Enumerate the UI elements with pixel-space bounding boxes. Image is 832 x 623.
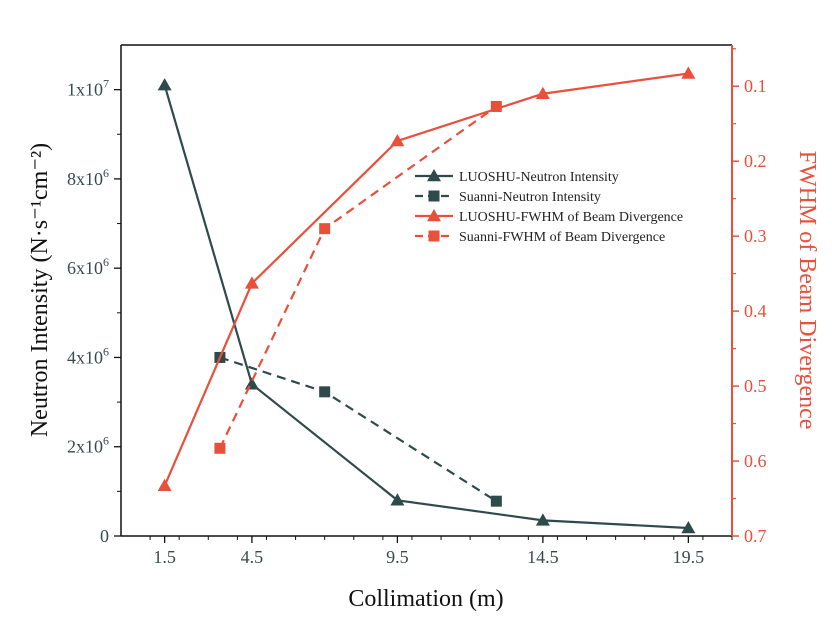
legend-label: LUOSHU-Neutron Intensity [459, 170, 619, 185]
data-point [681, 66, 696, 79]
legend-marker [427, 169, 441, 182]
legend-marker [428, 230, 440, 242]
x-tick-label: 19.5 [673, 547, 705, 567]
series-2 [214, 351, 502, 507]
left-tick-base: 0 [100, 526, 109, 546]
left-tick-base: 2x10 [67, 437, 103, 457]
legend-marker [427, 209, 441, 222]
legend-item: LUOSHU-Neutron Intensity [415, 169, 619, 185]
right-axis-ticks: 0.1 0.2 0.3 0.4 0.5 0.6 0.7 [732, 48, 767, 546]
series-line [218, 105, 497, 449]
x-tick-label: 1.5 [153, 547, 176, 567]
data-point [535, 86, 550, 99]
right-tick-label: 0.3 [744, 226, 767, 246]
data-point [390, 493, 405, 506]
data-point [535, 513, 550, 526]
right-tick-label: 0.6 [744, 451, 767, 471]
legend-marker [428, 190, 440, 202]
x-axis-title: Collimation (m) [348, 586, 503, 612]
data-point [319, 386, 331, 398]
legend-label: Suanni-Neutron Intensity [459, 190, 601, 205]
left-tick-exponent: 6 [103, 255, 109, 269]
data-point [390, 133, 405, 147]
left-tick-label: 0 [100, 526, 109, 546]
series-1 [157, 78, 696, 534]
data-point [490, 495, 502, 507]
legend-item: Suanni-Neutron Intensity [415, 190, 601, 205]
left-tick-base: 4x10 [67, 347, 103, 367]
plot-frame [120, 44, 733, 537]
x-tick-label: 14.5 [527, 547, 559, 567]
series-3 [157, 66, 696, 492]
data-point [319, 223, 331, 235]
right-axis-title: FWHM of Beam Divergence [794, 151, 820, 430]
left-tick-label: 1x107 [67, 77, 109, 100]
right-tick-label: 0.1 [744, 76, 767, 96]
left-tick-exponent: 6 [103, 166, 109, 180]
left-tick-label: 6x106 [67, 255, 109, 278]
right-tick-label: 0.7 [744, 526, 767, 546]
data-point [157, 78, 172, 91]
left-axis-title: Neutron Intensity (N·s⁻¹cm⁻²) [27, 143, 53, 437]
series-line [219, 356, 497, 503]
legend-item: Suanni-FWHM of Beam Divergence [415, 230, 665, 245]
data-point [214, 442, 226, 454]
series-4 [214, 100, 502, 454]
left-tick-label: 8x106 [67, 166, 109, 189]
series-layer [157, 66, 696, 534]
data-point [157, 478, 172, 492]
legend-label: LUOSHU-FWHM of Beam Divergence [459, 210, 683, 225]
data-point [244, 276, 259, 289]
legend-label: Suanni-FWHM of Beam Divergence [459, 230, 665, 245]
left-tick-base: 1x10 [67, 80, 103, 100]
x-tick-label: 9.5 [386, 547, 409, 567]
left-tick-exponent: 6 [103, 344, 109, 358]
left-tick-base: 6x10 [67, 258, 103, 278]
x-tick-label: 4.5 [241, 547, 264, 567]
data-point [490, 100, 502, 112]
series-line [163, 72, 689, 487]
right-tick-label: 0.4 [744, 301, 767, 321]
series-line [163, 84, 689, 530]
left-tick-exponent: 6 [103, 434, 109, 448]
legend: LUOSHU-Neutron Intensity Suanni-Neutron I… [415, 169, 683, 245]
left-tick-label: 2x106 [67, 434, 109, 457]
data-point [681, 520, 696, 534]
left-tick-base: 8x10 [67, 169, 103, 189]
left-tick-label: 4x106 [67, 344, 109, 367]
x-axis-ticks: 1.5 4.5 9.5 14.5 19.5 [149, 536, 733, 567]
left-tick-exponent: 7 [103, 77, 109, 91]
right-tick-label: 0.5 [744, 376, 767, 396]
right-tick-label: 0.2 [744, 151, 767, 171]
legend-item: LUOSHU-FWHM of Beam Divergence [415, 209, 683, 225]
